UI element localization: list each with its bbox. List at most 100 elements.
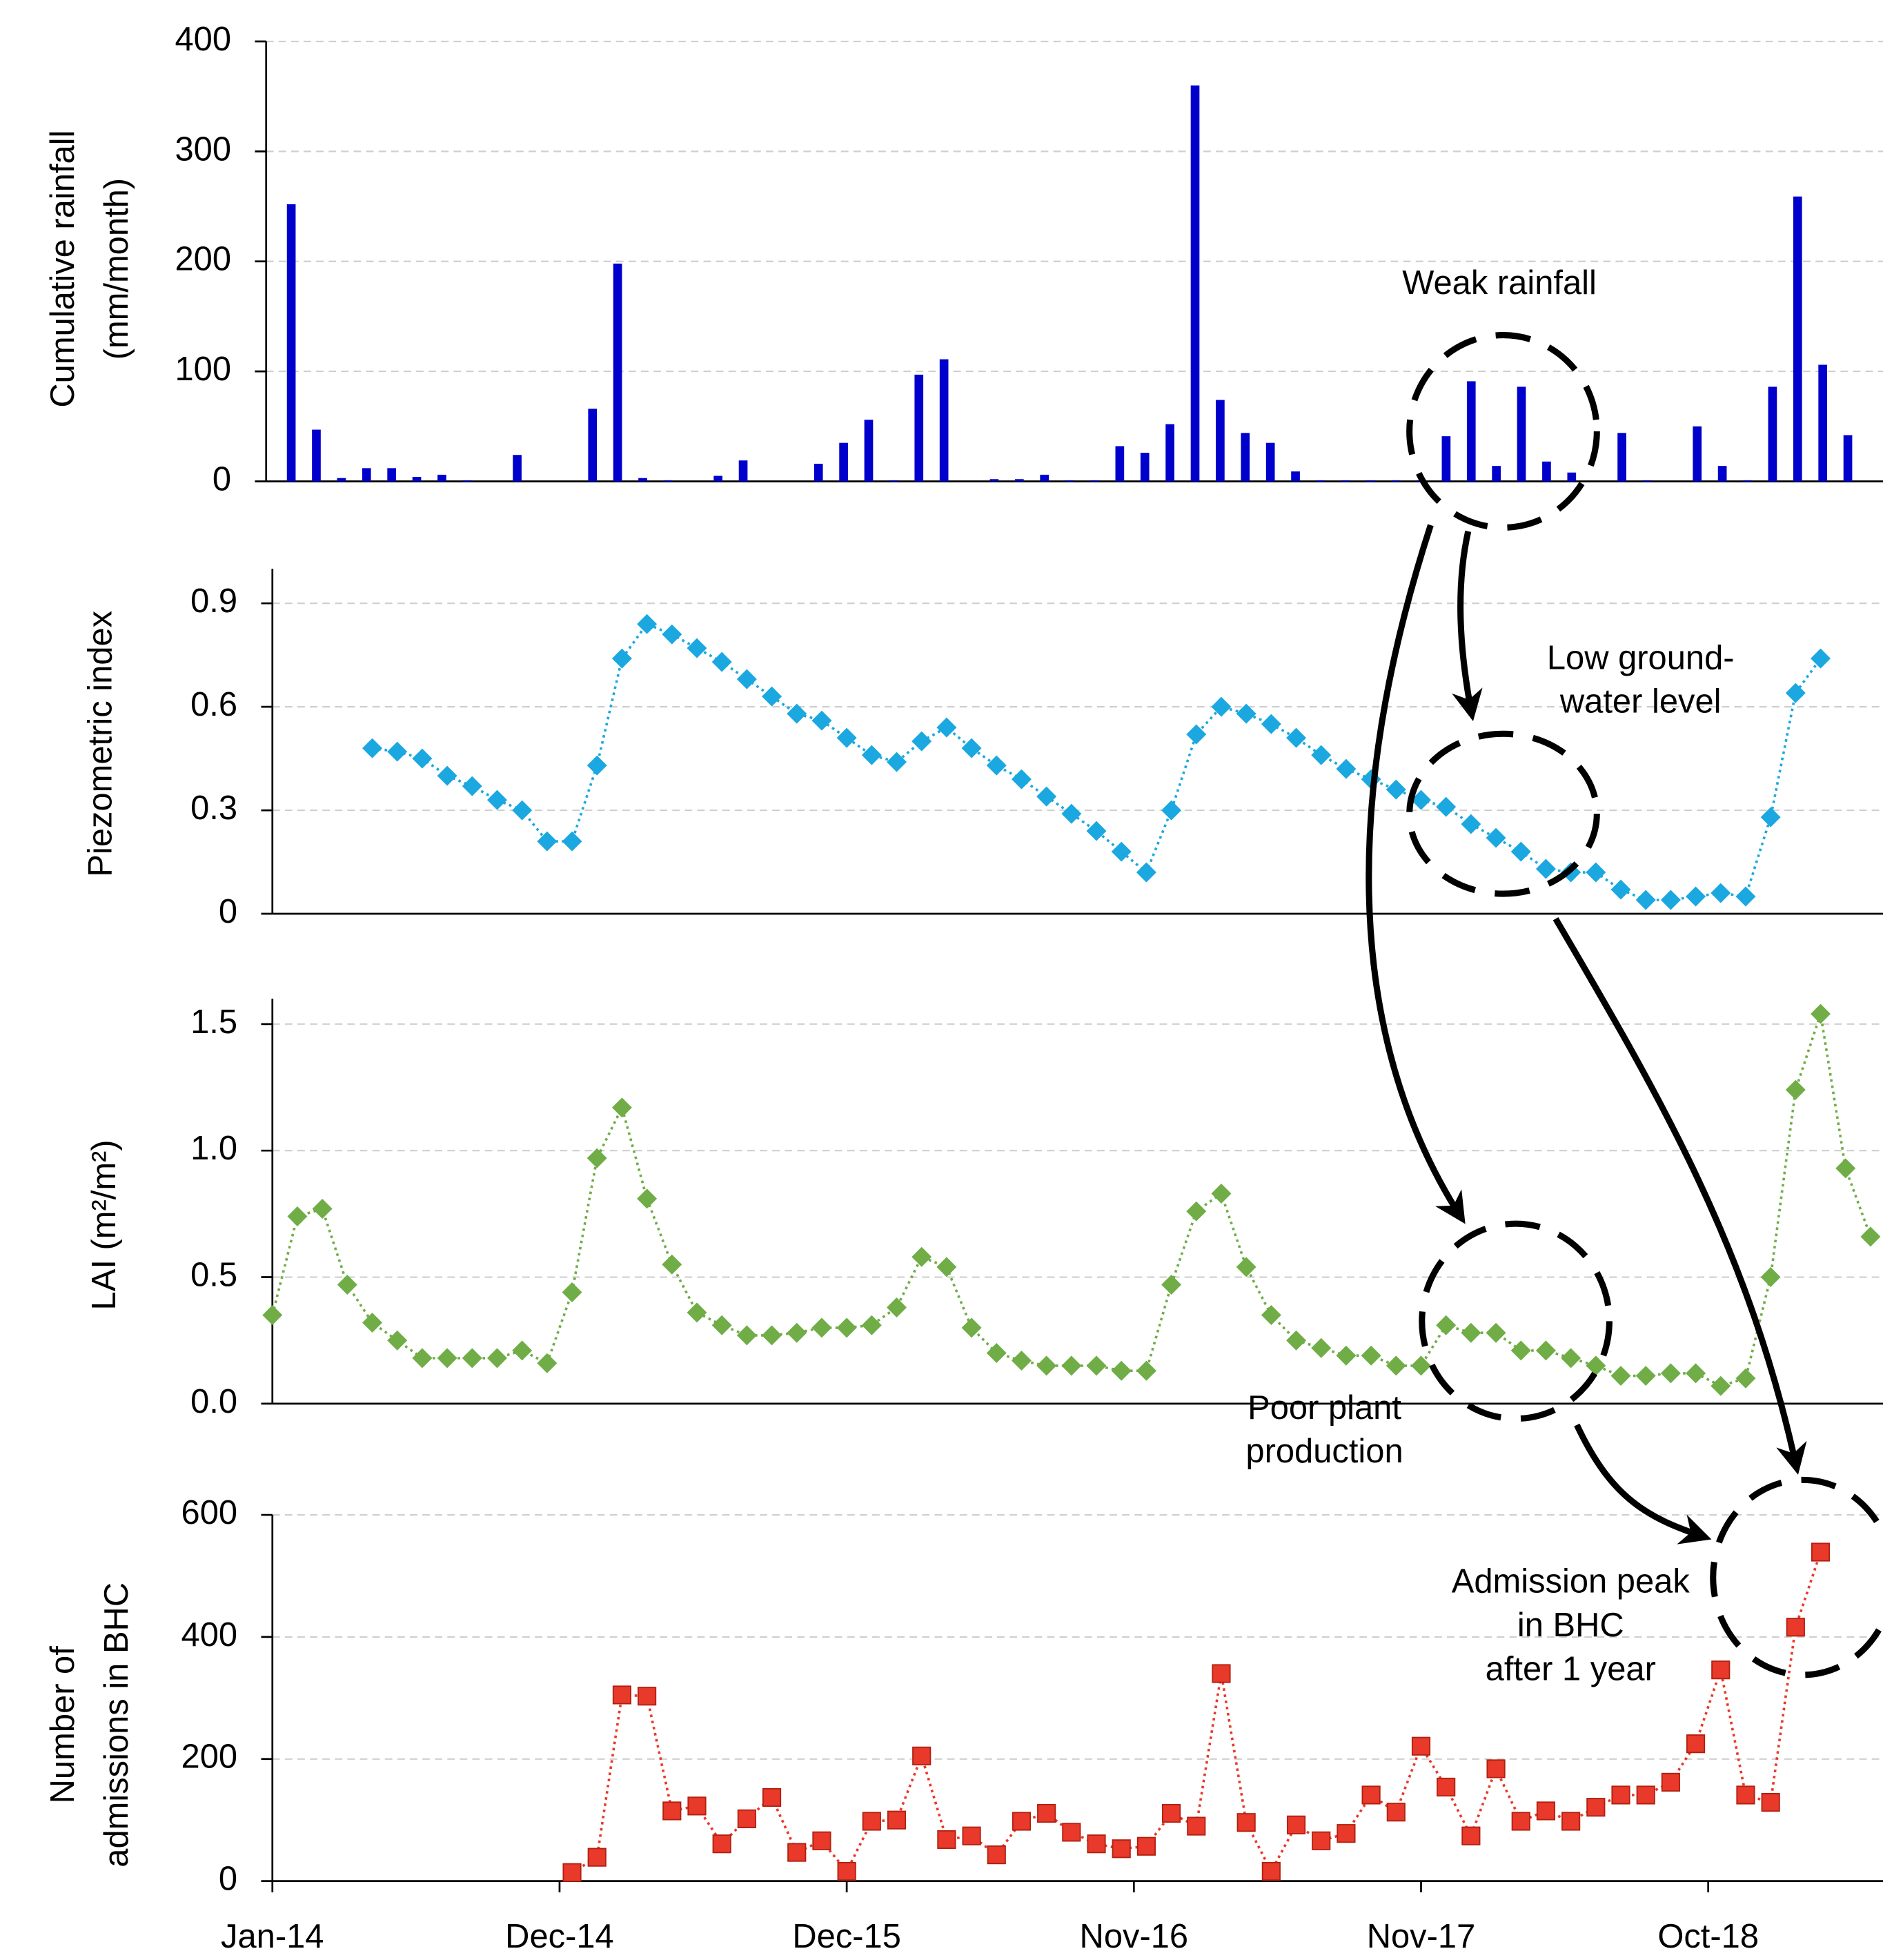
y-tick-label: 0.6 (190, 686, 237, 723)
annotation: production (1245, 1433, 1403, 1470)
point (1511, 1812, 1530, 1831)
y-tick-label: 400 (181, 1616, 238, 1654)
point (1686, 1363, 1706, 1384)
dashed-circle (1406, 332, 1600, 531)
point (1636, 1785, 1655, 1805)
point (1686, 886, 1706, 907)
bar (1316, 480, 1325, 482)
point (986, 755, 1007, 776)
point (1311, 1337, 1332, 1358)
point (1186, 1201, 1207, 1222)
point (562, 1863, 582, 1882)
point (1211, 696, 1232, 717)
point (586, 755, 607, 776)
point (1811, 1003, 1831, 1024)
y-tick-label: 400 (175, 21, 231, 58)
point (1786, 1618, 1805, 1637)
point (1711, 1375, 1731, 1396)
point (1336, 1345, 1357, 1366)
bar (1090, 480, 1099, 482)
point (1236, 1813, 1256, 1832)
y-tick-label: 100 (175, 351, 231, 388)
point (1337, 1824, 1356, 1843)
point (1735, 1368, 1756, 1389)
point (1111, 841, 1132, 862)
point (1386, 1355, 1406, 1376)
x-tick-label: Dec-15 (792, 1918, 901, 1955)
dashed-circle (1406, 730, 1600, 897)
x-tick-label: Dec-14 (505, 1918, 614, 1955)
point (1211, 1184, 1232, 1204)
point (911, 731, 932, 752)
point (1561, 1348, 1581, 1369)
annotation: Admission peak (1452, 1563, 1690, 1600)
point (1660, 1363, 1681, 1384)
x-tick-label: Jan-14 (221, 1918, 324, 1955)
point (1187, 1816, 1206, 1836)
point (986, 1343, 1007, 1364)
bar (337, 478, 346, 482)
point (1486, 1759, 1506, 1778)
point (987, 1845, 1006, 1865)
point (961, 1317, 982, 1338)
bar (362, 468, 371, 482)
y-axis-label: Cumulative rainfall (44, 130, 81, 408)
panel: 0.0 0.5 1.0 1.5 LAI (m²/m²) (86, 999, 1883, 1420)
point (1785, 683, 1806, 703)
point (1586, 862, 1606, 883)
point (1411, 790, 1431, 810)
y-axis-label: admissions in BHC (98, 1582, 135, 1868)
point (437, 1348, 457, 1369)
y-tick-label: 0 (219, 1861, 237, 1898)
bar (939, 359, 949, 482)
point (1386, 1803, 1406, 1822)
point (711, 651, 732, 672)
point (662, 624, 682, 645)
bar (864, 420, 874, 482)
bar (1717, 466, 1727, 482)
bar (1793, 196, 1802, 482)
point (1860, 1226, 1881, 1247)
point (1286, 1815, 1306, 1834)
point (1660, 890, 1681, 910)
point (1586, 1798, 1606, 1817)
point (861, 1315, 882, 1335)
annotation: Low ground- (1547, 639, 1735, 676)
point (1162, 1803, 1181, 1823)
bar (1040, 474, 1049, 482)
annotation: water level (1559, 683, 1722, 721)
bar (1743, 480, 1752, 482)
point (1661, 1772, 1680, 1792)
x-tick-label: Oct-18 (1657, 1918, 1759, 1955)
point (1361, 1785, 1381, 1805)
point (362, 738, 383, 758)
point (787, 703, 807, 724)
point (1161, 1275, 1182, 1295)
point (762, 1787, 782, 1807)
point (1760, 1267, 1781, 1288)
point (1336, 758, 1357, 779)
point (1186, 724, 1207, 745)
panel: 0 100 200 300 400 Cumulative rainfall (mm/mont… (44, 21, 1883, 498)
point (1036, 786, 1057, 807)
point (911, 1246, 932, 1267)
bar (412, 477, 422, 482)
bar (1014, 479, 1024, 482)
point (1012, 1812, 1032, 1831)
point (1061, 803, 1082, 824)
point (787, 1322, 807, 1343)
point (537, 1353, 558, 1373)
point (512, 800, 533, 821)
point (862, 1812, 881, 1831)
point (1411, 1355, 1431, 1376)
point (687, 638, 707, 658)
y-axis-label: LAI (m²/m²) (86, 1139, 123, 1310)
bar (1190, 85, 1200, 482)
point (486, 1348, 507, 1369)
point (1037, 1803, 1056, 1823)
point (737, 1809, 756, 1829)
bar (713, 476, 723, 482)
point (1136, 1836, 1156, 1856)
series-line (271, 1013, 1872, 1388)
bar (1466, 381, 1476, 482)
